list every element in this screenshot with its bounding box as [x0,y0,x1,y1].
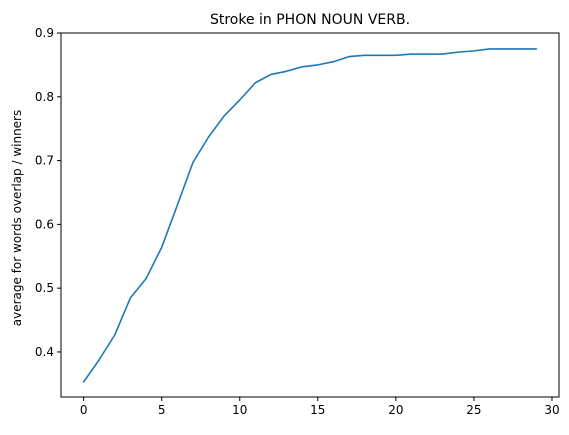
y-tick-label: 0.8 [35,90,54,104]
series-layer [82,48,538,383]
y-tick-label: 0.5 [35,281,54,295]
y-tick-label: 0.6 [35,217,54,231]
x-tick-label: 25 [466,403,481,417]
x-ticks: 0 5 10 15 20 25 30 [80,397,560,417]
series-line [82,48,538,383]
y-axis-label: average for words overlap / winners [10,110,24,326]
y-tick-label: 0.7 [35,154,54,168]
x-tick-label: 10 [232,403,247,417]
x-tick-label: 30 [544,403,559,417]
y-ticks: 0.4 0.5 0.6 0.7 0.8 0.9 [35,26,61,359]
plot-frame [60,32,560,398]
y-tick-label: 0.4 [35,345,54,359]
x-tick-label: 5 [158,403,166,417]
y-tick-label: 0.9 [35,26,54,40]
x-tick-label: 15 [310,403,325,417]
x-tick-label: 0 [80,403,88,417]
chart-title: Stroke in PHON NOUN VERB. [210,12,410,28]
x-tick-label: 20 [388,403,403,417]
